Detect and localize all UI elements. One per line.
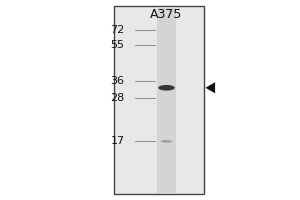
Ellipse shape: [161, 140, 172, 143]
Text: 55: 55: [110, 40, 124, 50]
Bar: [114, 6, 204, 194]
Text: 28: 28: [110, 93, 124, 103]
Text: 17: 17: [110, 136, 124, 146]
Text: 72: 72: [110, 25, 124, 35]
Ellipse shape: [158, 85, 175, 91]
Bar: [157, 7, 176, 193]
Text: 36: 36: [110, 76, 124, 86]
Polygon shape: [206, 82, 215, 93]
Text: A375: A375: [150, 8, 183, 21]
